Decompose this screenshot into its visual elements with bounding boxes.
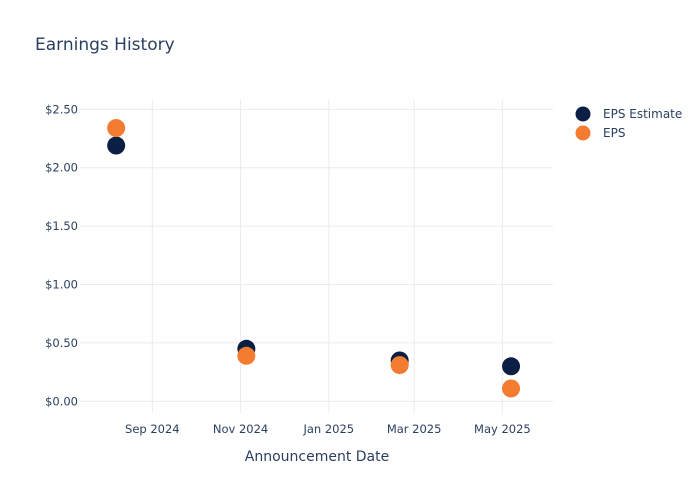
y-axis-ticks: $0.00 $0.50 $1.00 $1.50 $2.00 $2.50 (45, 102, 78, 408)
grid (80, 100, 553, 413)
eps-point[interactable] (107, 119, 126, 138)
chart-title: Earnings History (35, 35, 175, 55)
x-tick-label: Nov 2024 (213, 422, 268, 436)
y-tick-label: $2.00 (45, 161, 78, 175)
y-tick-label: $1.00 (45, 278, 78, 292)
x-axis-title: Announcement Date (245, 449, 389, 465)
x-tick-label: Mar 2025 (387, 422, 442, 436)
x-axis-ticks: Sep 2024 Nov 2024 Jan 2025 Mar 2025 May 2025 (125, 422, 531, 436)
legend-marker (575, 106, 591, 122)
legend-label[interactable]: EPS Estimate (603, 107, 682, 121)
legend-marker (575, 125, 591, 141)
legend: EPS Estimate EPS (575, 106, 682, 141)
eps-point[interactable] (390, 356, 409, 375)
y-tick-label: $0.50 (45, 336, 78, 350)
eps-estimate-point[interactable] (502, 357, 521, 376)
eps-point[interactable] (502, 379, 521, 398)
x-tick-label: Jan 2025 (302, 422, 354, 436)
x-tick-label: Sep 2024 (125, 422, 180, 436)
data-points (107, 119, 521, 398)
y-tick-label: $2.50 (45, 102, 78, 116)
legend-label[interactable]: EPS (603, 126, 625, 140)
eps-point[interactable] (237, 346, 256, 365)
eps-estimate-point[interactable] (107, 136, 126, 155)
y-tick-label: $1.50 (45, 219, 78, 233)
x-tick-label: May 2025 (474, 422, 531, 436)
y-tick-label: $0.00 (45, 394, 78, 408)
